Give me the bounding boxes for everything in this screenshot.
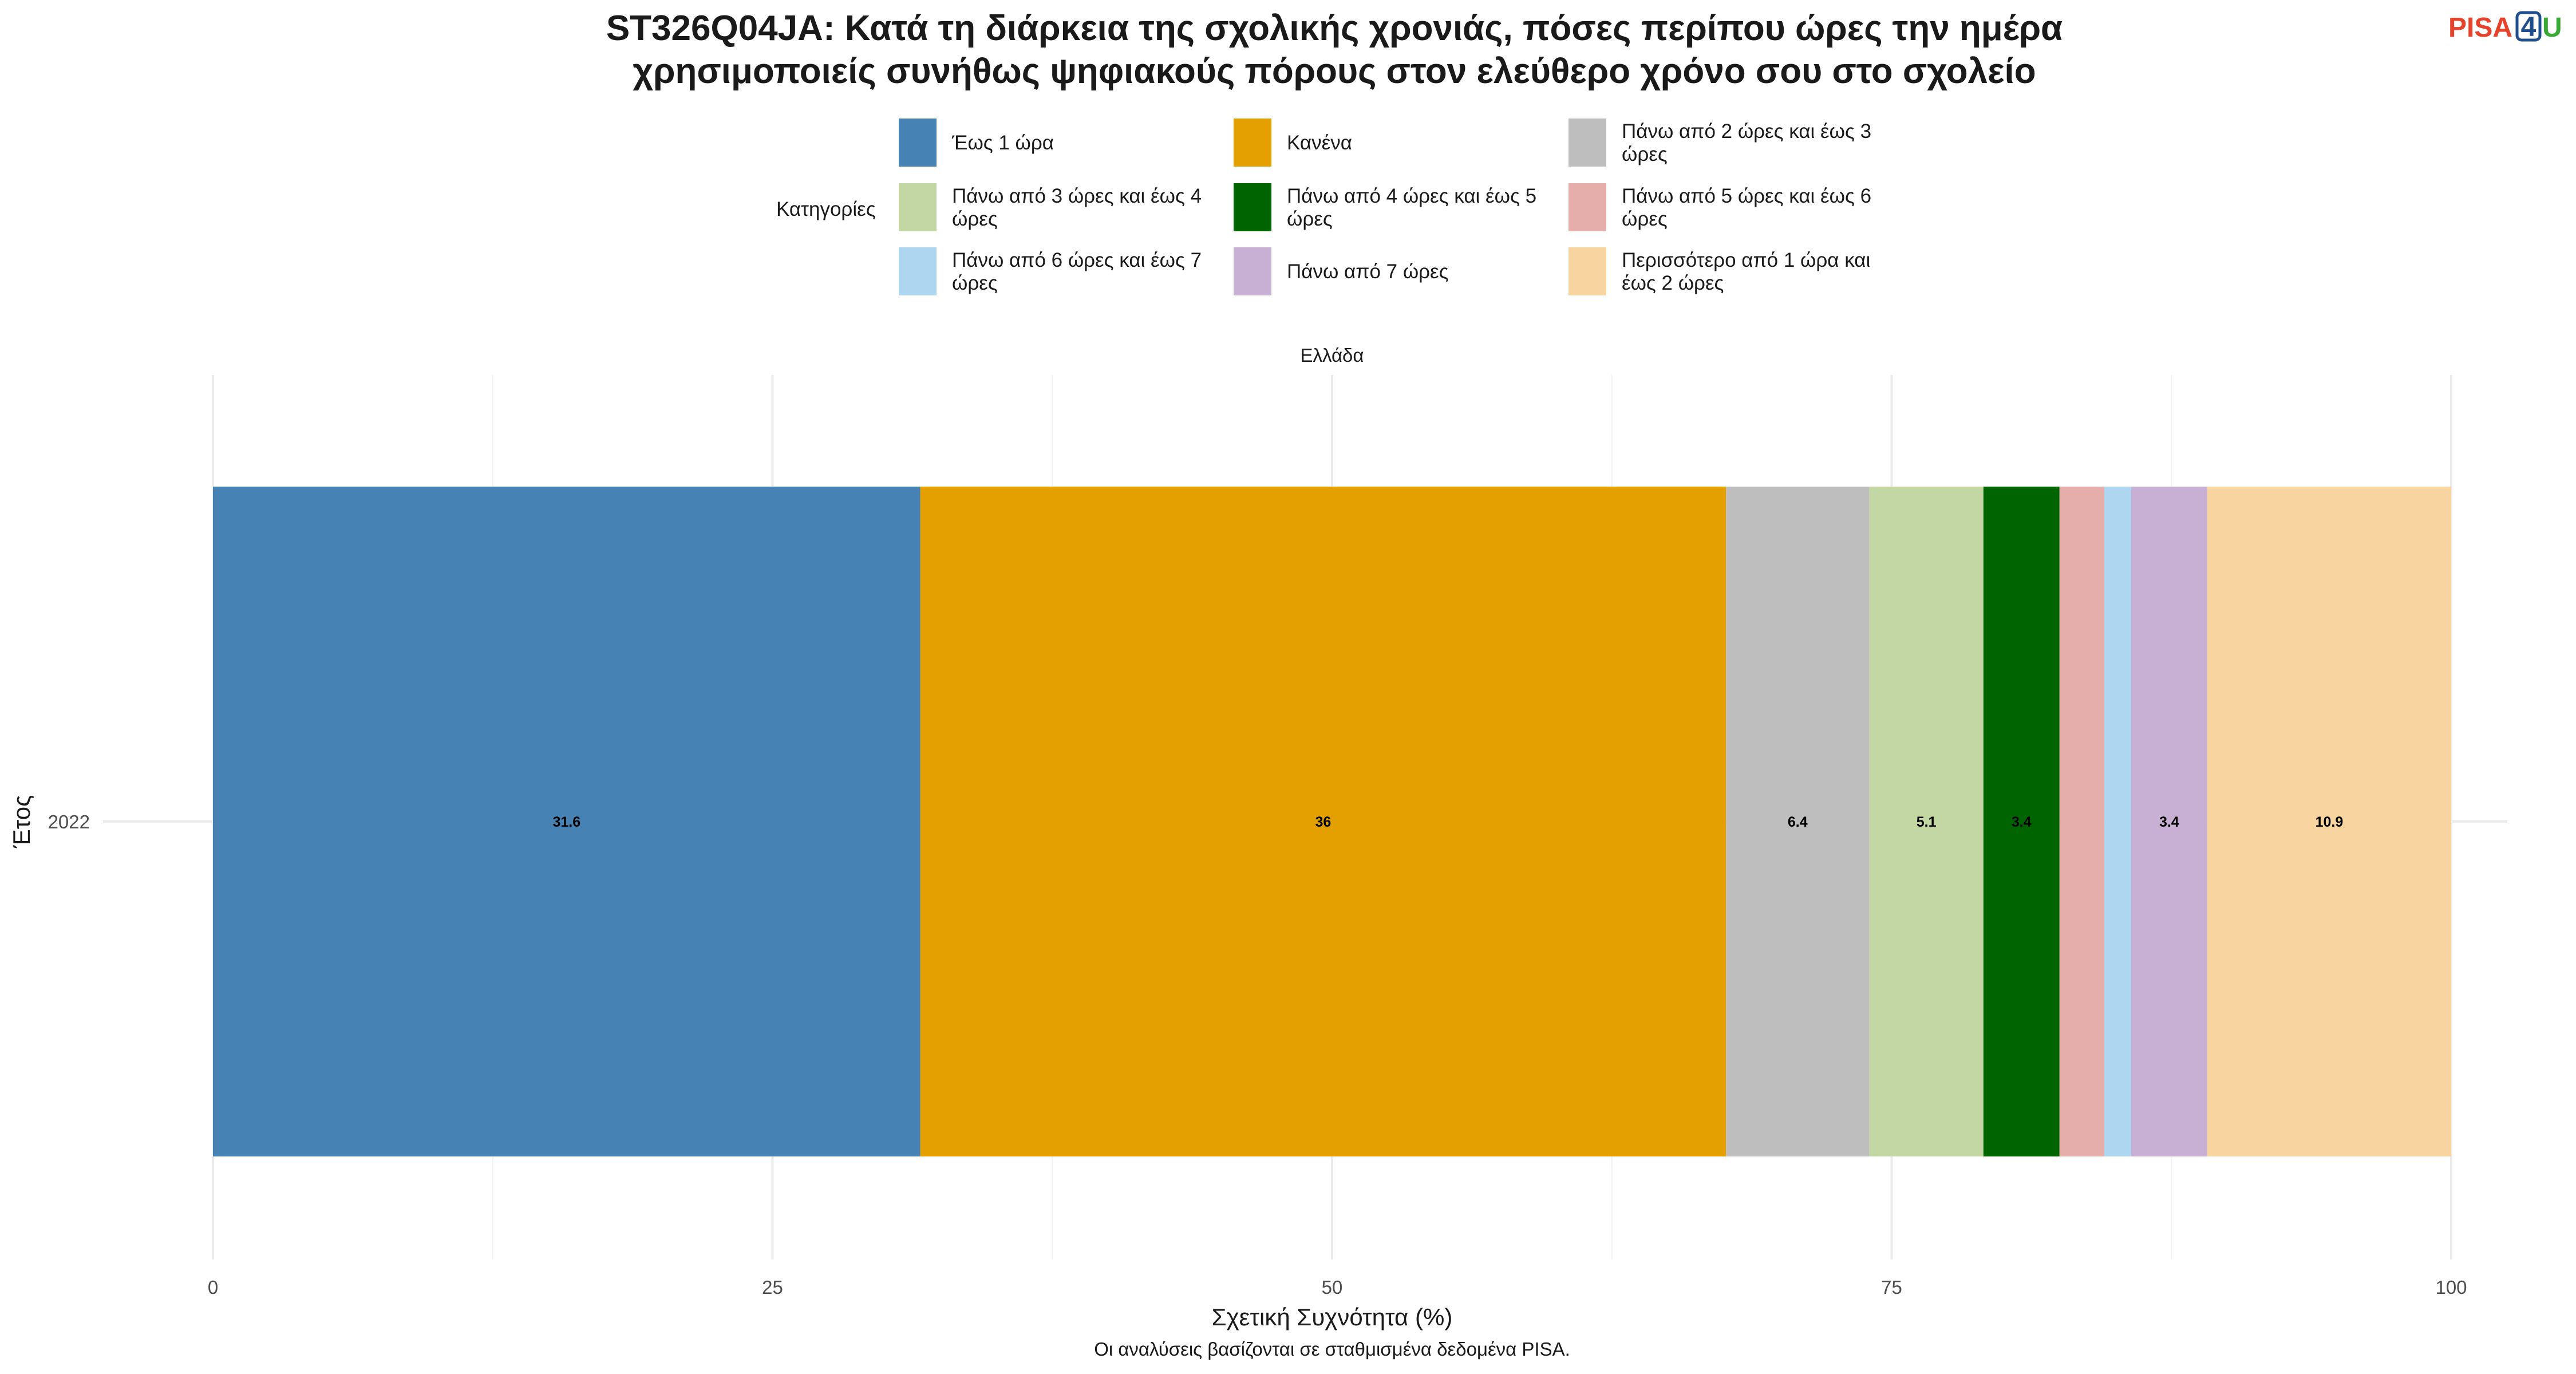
bar-segment xyxy=(2059,487,2104,1156)
legend-label: Πάνω από 7 ώρες xyxy=(1287,260,1449,283)
x-tick-label: 100 xyxy=(2435,1277,2467,1298)
bar-segment xyxy=(2131,487,2207,1156)
chart-title: ST326Q04JA: Κατά τη διάρκεια της σχολική… xyxy=(606,9,2063,91)
legend-label: ώρες xyxy=(1287,208,1333,230)
bar-segment xyxy=(1983,487,2060,1156)
bar-segment xyxy=(920,487,1726,1156)
legend-label: Πάνω από 6 ώρες και έως 7 xyxy=(952,249,1202,271)
pisa4u-logo: PISA 4 U xyxy=(2448,11,2562,43)
data-label: 10.9 xyxy=(2316,814,2344,830)
legend-label: ώρες xyxy=(1622,208,1668,230)
bar-segment xyxy=(2104,487,2131,1156)
legend-label: ώρες xyxy=(1622,143,1668,165)
x-tick-label: 50 xyxy=(1322,1277,1343,1298)
data-label: 6.4 xyxy=(1788,814,1808,830)
bar-segment xyxy=(2207,487,2451,1156)
logo-box-shape xyxy=(2515,11,2542,42)
legend-label: ώρες xyxy=(952,272,998,294)
legend-title: Κατηγορίες xyxy=(776,198,876,220)
logo-text-4: 4 xyxy=(2521,12,2537,42)
legend-label: Πάνω από 4 ώρες και έως 5 xyxy=(1287,185,1536,207)
legend-swatch xyxy=(1568,247,1606,295)
logo-text-pisa: PISA xyxy=(2448,13,2512,43)
legend: Κατηγορίες Έως 1 ώρα Κανένα Πάνω από 2 ώρε… xyxy=(776,119,1871,295)
legend-item: Πάνω από 7 ώρες xyxy=(1234,247,1449,295)
legend-label: Πάνω από 5 ώρες και έως 6 xyxy=(1622,185,1871,207)
x-tick-label: 25 xyxy=(762,1277,783,1298)
data-label: 5.1 xyxy=(1917,814,1937,830)
legend-item: Κανένα xyxy=(1234,119,1352,167)
facet-label: Ελλάδα xyxy=(1300,345,1364,366)
legend-swatch xyxy=(899,183,937,231)
data-label: 36 xyxy=(1315,814,1331,830)
caption: Οι αναλύσεις βασίζονται σε σταθμισμένα δ… xyxy=(1094,1339,1570,1360)
y-tick-label: 2022 xyxy=(48,811,90,832)
legend-swatch xyxy=(899,247,937,295)
legend-label: ώρες xyxy=(952,208,998,230)
legend-swatch xyxy=(1568,183,1606,231)
x-axis-title: Σχετική Συχνότητα (%) xyxy=(1212,1304,1453,1330)
legend-item: Έως 1 ώρα xyxy=(899,119,1054,167)
x-tick-label: 0 xyxy=(208,1277,218,1298)
legend-label: Έως 1 ώρα xyxy=(951,132,1054,154)
legend-label: Περισσότερο από 1 ώρα και xyxy=(1622,249,1870,271)
data-label: 3.4 xyxy=(2159,814,2179,830)
y-axis-title: Έτος xyxy=(8,795,35,849)
bar-segment xyxy=(1726,487,1870,1156)
plot-area: 31.6 36 6.4 5.1 3.4 3.4 10.9 0 25 50 75 100 2022 xyxy=(48,375,2507,1298)
data-label: 31.6 xyxy=(552,814,580,830)
legend-label: έως 2 ώρες xyxy=(1622,272,1724,294)
chart-title-line-1: ST326Q04JA: Κατά τη διάρκεια της σχολική… xyxy=(606,9,2063,48)
legend-label: Πάνω από 2 ώρες και έως 3 xyxy=(1622,120,1871,143)
bar-segment xyxy=(213,487,920,1156)
legend-swatch xyxy=(1234,183,1271,231)
legend-label: Πάνω από 3 ώρες και έως 4 xyxy=(952,185,1202,207)
x-tick-label: 75 xyxy=(1881,1277,1902,1298)
legend-swatch xyxy=(1234,247,1271,295)
legend-swatch xyxy=(1568,119,1606,167)
legend-label: Κανένα xyxy=(1287,132,1352,154)
legend-swatch xyxy=(1234,119,1271,167)
bar-segment xyxy=(1869,487,1984,1156)
legend-swatch xyxy=(899,119,937,167)
data-label: 3.4 xyxy=(2012,814,2032,830)
logo-text-u: U xyxy=(2542,13,2562,43)
chart-title-line-2: χρησιμοποιείς συνήθως ψηφιακούς πόρους σ… xyxy=(633,52,2036,91)
